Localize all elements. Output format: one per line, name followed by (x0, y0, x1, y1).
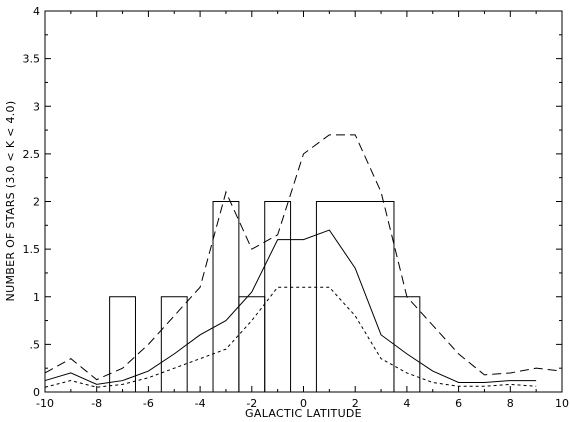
x-ticks: -10 -8 -6 -4 -2 0 2 4 6 8 10 (36, 11, 569, 410)
plot-frame (44, 10, 563, 393)
y-tick-label: .5 (30, 338, 41, 351)
series-line-solid (44, 229, 537, 385)
x-tick-label: 10 (555, 397, 569, 410)
series-line-dashed (44, 134, 563, 381)
x-tick-label: 4 (403, 397, 410, 410)
series-line-dotted (44, 286, 537, 388)
x-tick-label: -8 (91, 397, 102, 410)
y-tick-label: 2 (33, 196, 40, 209)
x-tick-label: -4 (195, 397, 206, 410)
x-tick-label: 8 (507, 397, 514, 410)
x-tick-label: -10 (36, 397, 54, 410)
histogram-bin (160, 296, 188, 392)
y-tick-label: 4 (33, 5, 40, 18)
x-tick-label: 0 (300, 397, 307, 410)
x-tick-label: 2 (352, 397, 359, 410)
y-axis-label: NUMBER OF STARS (3.0 < K < 4.0) (4, 101, 17, 302)
histogram (109, 201, 421, 392)
x-tick-label: 6 (455, 397, 462, 410)
x-tick-label: -2 (246, 397, 257, 410)
y-tick-label: 1.5 (23, 243, 41, 256)
y-tick-label: 2.5 (23, 148, 41, 161)
y-tick-label: 3 (33, 100, 40, 113)
series-group (44, 134, 563, 388)
histogram-bin (212, 201, 240, 392)
y-tick-label: 3.5 (23, 53, 41, 66)
histogram-bin (109, 296, 136, 392)
y-tick-label: 1 (33, 291, 40, 304)
x-tick-label: -6 (143, 397, 154, 410)
histogram-bin (393, 296, 421, 392)
histogram-bin (238, 296, 266, 392)
x-axis-label: GALACTIC LATITUDE (245, 407, 362, 420)
histogram-bin (264, 201, 292, 392)
y-tick-label: 0 (33, 386, 40, 399)
y-ticks: 0 .5 1 1.5 2 2.5 3 3.5 4 (23, 5, 562, 399)
